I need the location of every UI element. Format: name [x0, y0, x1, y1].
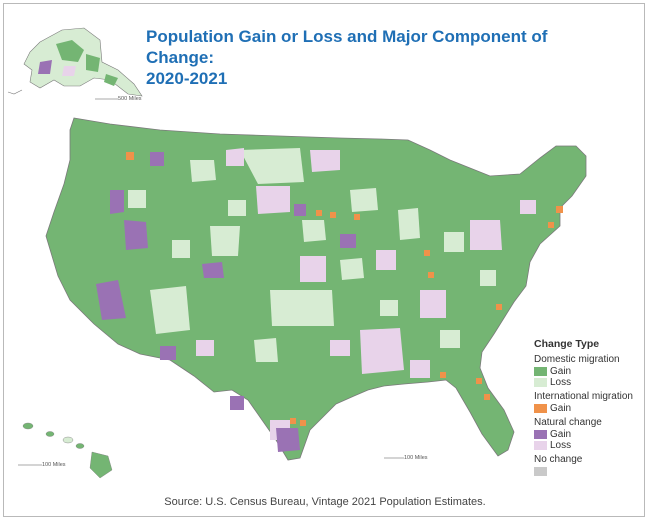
legend-natural-header: Natural change: [534, 417, 602, 428]
legend-nochange: No change: [534, 454, 646, 477]
legend-label-domestic-gain: Gain: [550, 366, 572, 377]
legend-international-gain: Gain: [534, 403, 646, 414]
legend-swatch-international-gain: [534, 404, 547, 413]
legend-domestic: Domestic migration Gain Loss: [534, 354, 646, 388]
title-line-2: 2020-2021: [146, 69, 228, 88]
natural-gain-areas: [96, 152, 356, 452]
conus-scale-label: 100 Miles: [404, 455, 428, 461]
legend-swatch-natural-loss: [534, 441, 547, 450]
legend-natural: Natural change Gain Loss: [534, 417, 646, 451]
legend: Change Type Domestic migration Gain Loss…: [534, 338, 646, 480]
legend-natural-loss: Loss: [534, 440, 646, 451]
legend-international-header: International migration: [534, 391, 633, 402]
map-frame: [3, 3, 645, 517]
legend-label-natural-loss: Loss: [550, 440, 572, 451]
legend-label-natural-gain: Gain: [550, 429, 572, 440]
legend-international: International migration Gain: [534, 391, 646, 414]
source-note: Source: U.S. Census Bureau, Vintage 2021…: [164, 496, 486, 508]
alaska-map: [7, 27, 143, 97]
legend-natural-gain: Gain: [534, 429, 646, 440]
legend-swatch-no-change: [534, 467, 547, 476]
legend-label-international-gain: Gain: [550, 403, 572, 414]
alaska-scale-label: 500 Miles: [118, 96, 142, 102]
legend-domestic-gain: Gain: [534, 366, 646, 377]
title-line-1: Population Gain or Loss and Major Compon…: [146, 27, 548, 67]
hawaii-map: [22, 422, 113, 479]
legend-domestic-loss: Loss: [534, 377, 646, 388]
legend-nochange-row: [534, 466, 646, 477]
domestic-loss-areas: [128, 148, 496, 362]
legend-domestic-header: Domestic migration: [534, 354, 620, 365]
legend-label-domestic-loss: Loss: [550, 377, 572, 388]
legend-nochange-header: No change: [534, 454, 583, 465]
natural-loss-areas: [196, 148, 536, 440]
legend-swatch-domestic-gain: [534, 367, 547, 376]
international-gain-areas: [126, 152, 563, 426]
legend-title: Change Type: [534, 338, 600, 350]
hawaii-scale-label: 100 Miles: [42, 462, 66, 468]
legend-swatch-natural-gain: [534, 430, 547, 439]
map-title: Population Gain or Loss and Major Compon…: [146, 26, 616, 89]
legend-swatch-domestic-loss: [534, 378, 547, 387]
